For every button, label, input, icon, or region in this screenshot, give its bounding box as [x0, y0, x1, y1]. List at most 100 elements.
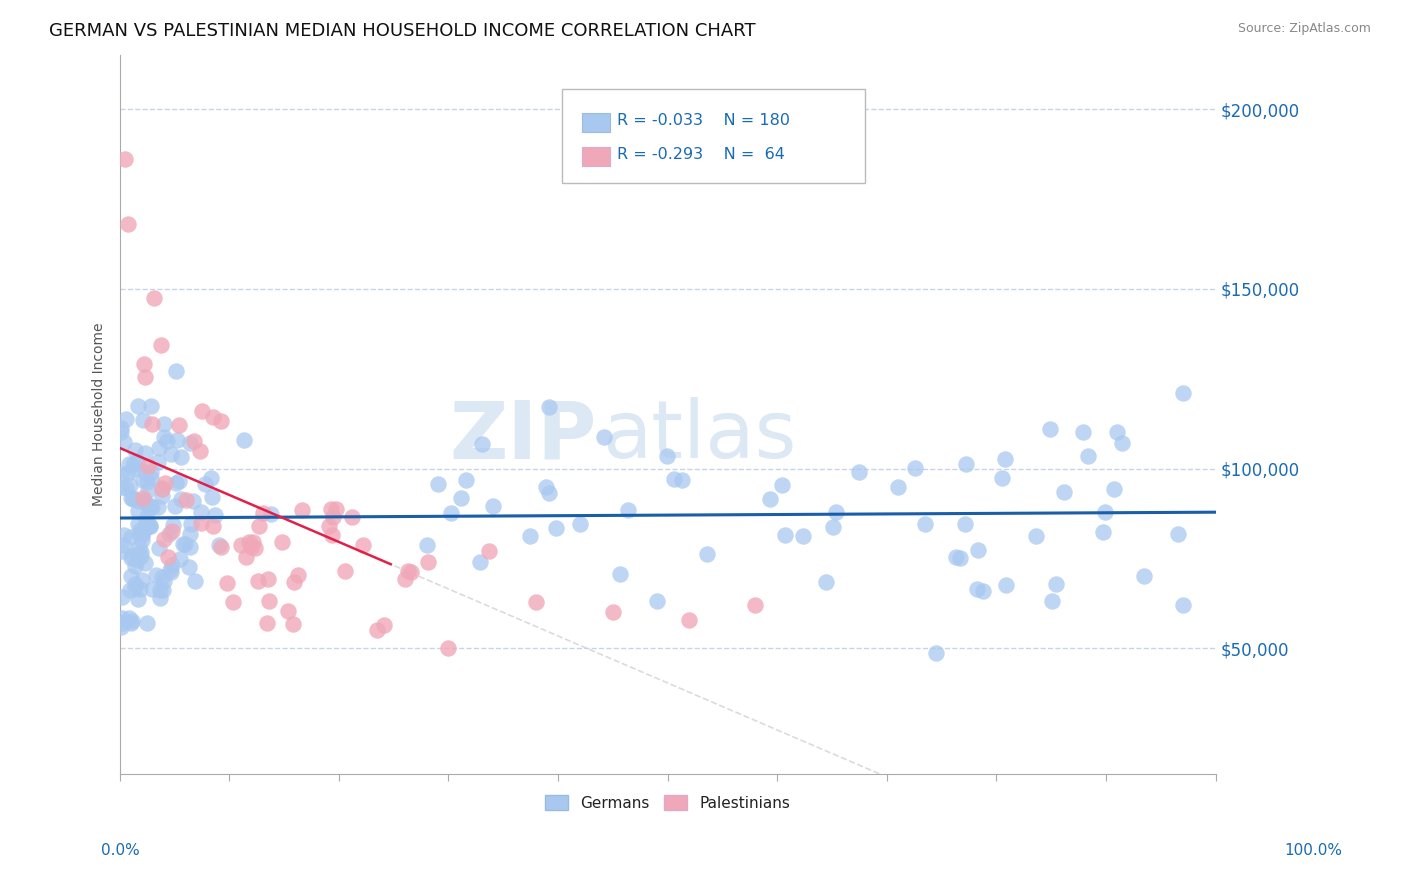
Point — [111, 610, 134, 624]
Point — [201, 409, 224, 424]
Point — [110, 420, 132, 434]
Point — [773, 528, 796, 542]
Point — [815, 575, 838, 590]
Point — [270, 535, 292, 549]
Point — [136, 519, 159, 533]
Point — [221, 595, 243, 609]
Point — [150, 482, 173, 496]
Point — [150, 570, 173, 584]
Point — [260, 508, 283, 522]
Point — [427, 477, 450, 491]
Point — [1173, 599, 1195, 613]
Point — [127, 591, 149, 606]
Point — [127, 516, 149, 531]
Point — [111, 543, 134, 558]
Point — [148, 441, 170, 455]
Point — [134, 446, 156, 460]
Point — [1039, 422, 1062, 436]
Point — [153, 574, 176, 589]
Point — [281, 617, 304, 632]
Point — [125, 547, 148, 561]
Point — [953, 517, 976, 532]
Point — [139, 465, 162, 479]
Point — [478, 543, 501, 558]
Point — [180, 516, 202, 531]
Point — [139, 519, 162, 533]
Point — [110, 425, 132, 439]
Point — [110, 467, 132, 481]
Point — [184, 574, 207, 588]
Point — [256, 616, 278, 631]
Point — [671, 473, 693, 487]
Point — [204, 508, 226, 522]
Point — [132, 491, 155, 505]
Point — [179, 540, 201, 554]
Point — [209, 541, 232, 555]
Point — [141, 417, 163, 431]
Point — [122, 491, 145, 506]
Point — [145, 567, 167, 582]
Point — [759, 492, 782, 507]
Text: ZIP: ZIP — [449, 397, 596, 475]
Point — [124, 442, 146, 457]
Point — [181, 493, 204, 508]
Point — [519, 529, 541, 543]
Point — [120, 568, 142, 582]
Point — [914, 517, 936, 532]
Point — [291, 502, 314, 516]
Point — [112, 537, 135, 551]
Point — [136, 615, 159, 630]
Point — [955, 458, 977, 472]
Point — [456, 473, 478, 487]
Text: R = -0.293    N =  64: R = -0.293 N = 64 — [617, 147, 785, 162]
Point — [150, 489, 173, 503]
Y-axis label: Median Household Income: Median Household Income — [93, 323, 107, 507]
Point — [134, 357, 156, 371]
Point — [925, 646, 948, 660]
Point — [568, 517, 591, 532]
Point — [138, 499, 160, 513]
Point — [257, 572, 280, 586]
Point — [333, 565, 356, 579]
Point — [124, 462, 146, 476]
Point — [118, 611, 141, 625]
Point — [170, 491, 193, 506]
Point — [209, 414, 232, 428]
Point — [114, 153, 136, 167]
Point — [118, 478, 141, 492]
Point — [120, 550, 142, 565]
Point — [904, 461, 927, 475]
Point — [127, 504, 149, 518]
Point — [322, 509, 344, 524]
Point — [112, 527, 135, 541]
Point — [949, 551, 972, 566]
Point — [967, 543, 990, 558]
Point — [972, 584, 994, 599]
Point — [136, 475, 159, 489]
Point — [132, 473, 155, 487]
Point — [179, 436, 201, 450]
Point — [1111, 436, 1133, 450]
Point — [157, 527, 180, 541]
Point — [188, 443, 211, 458]
Point — [112, 615, 135, 630]
Point — [131, 528, 153, 542]
Point — [150, 483, 173, 497]
Point — [117, 466, 139, 480]
Point — [139, 500, 162, 514]
Point — [183, 434, 205, 449]
Text: Source: ZipAtlas.com: Source: ZipAtlas.com — [1237, 22, 1371, 36]
Point — [124, 581, 146, 595]
Point — [128, 527, 150, 541]
Point — [283, 575, 305, 590]
Point — [172, 537, 194, 551]
Point — [366, 624, 388, 638]
Point — [536, 480, 558, 494]
Point — [122, 457, 145, 471]
Point — [991, 471, 1014, 485]
Point — [471, 437, 494, 451]
Point — [139, 400, 162, 414]
Point — [112, 434, 135, 449]
Point — [124, 576, 146, 591]
Point — [143, 291, 166, 305]
